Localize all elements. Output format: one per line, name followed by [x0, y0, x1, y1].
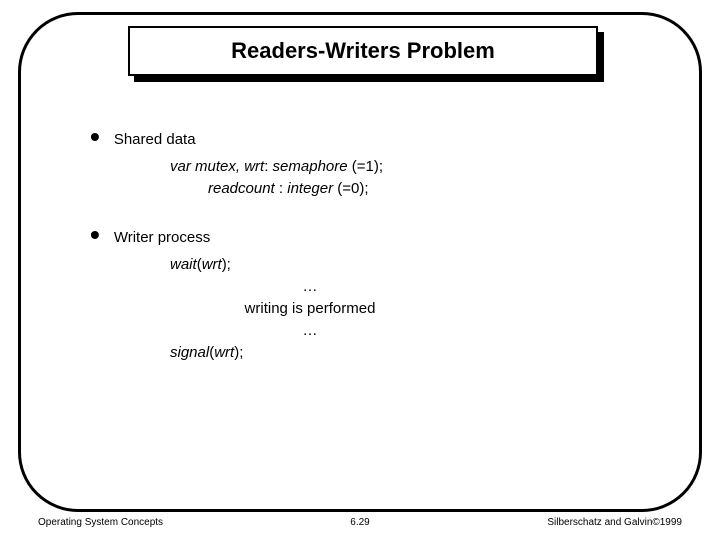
- var-readcount: readcount: [208, 180, 275, 197]
- colon-2: :: [275, 180, 288, 197]
- bullet-row: • Writer process: [90, 228, 650, 248]
- writing-performed: writing is performed: [130, 298, 490, 320]
- arg-wrt-1: wrt: [202, 256, 222, 273]
- footer-left: Operating System Concepts: [38, 517, 163, 528]
- bullet-2-line-5: signal(wrt);: [170, 342, 650, 364]
- paren-close-2: );: [234, 344, 243, 361]
- ellipsis-1: …: [130, 276, 490, 298]
- arg-wrt-2: wrt: [214, 344, 234, 361]
- vars-mutex-wrt: mutex, wrt: [191, 158, 264, 175]
- call-signal: signal: [170, 344, 209, 361]
- call-wait: wait: [170, 256, 197, 273]
- init-0: (=0);: [333, 180, 368, 197]
- type-semaphore: semaphore: [273, 158, 348, 175]
- init-1: (=1);: [348, 158, 383, 175]
- bullet-dot-icon: •: [90, 228, 100, 242]
- bullet-2: • Writer process wait(wrt); … writing is…: [90, 228, 650, 364]
- bullet-1: • Shared data var mutex, wrt: semaphore …: [90, 130, 650, 200]
- kw-var: var: [170, 158, 191, 175]
- footer: Operating System Concepts 6.29 Silbersch…: [0, 517, 720, 528]
- bullet-2-line-1: wait(wrt);: [170, 254, 650, 276]
- footer-right: Silberschatz and Galvin©1999: [547, 517, 682, 528]
- colon-1: :: [264, 158, 272, 175]
- type-integer: integer: [287, 180, 333, 197]
- ellipsis-2: …: [130, 320, 490, 342]
- bullet-2-head: Writer process: [114, 228, 210, 248]
- bullet-row: • Shared data: [90, 130, 650, 150]
- footer-center: 6.29: [350, 517, 369, 528]
- bullet-dot-icon: •: [90, 130, 100, 144]
- title-box: Readers-Writers Problem: [128, 26, 598, 76]
- content-area: • Shared data var mutex, wrt: semaphore …: [90, 130, 650, 364]
- bullet-1-line-1: var mutex, wrt: semaphore (=1);: [170, 156, 650, 178]
- bullet-1-line-2: readcount : integer (=0);: [208, 178, 650, 200]
- bullet-1-head: Shared data: [114, 130, 196, 150]
- slide-title: Readers-Writers Problem: [231, 38, 495, 64]
- paren-close-1: );: [222, 256, 231, 273]
